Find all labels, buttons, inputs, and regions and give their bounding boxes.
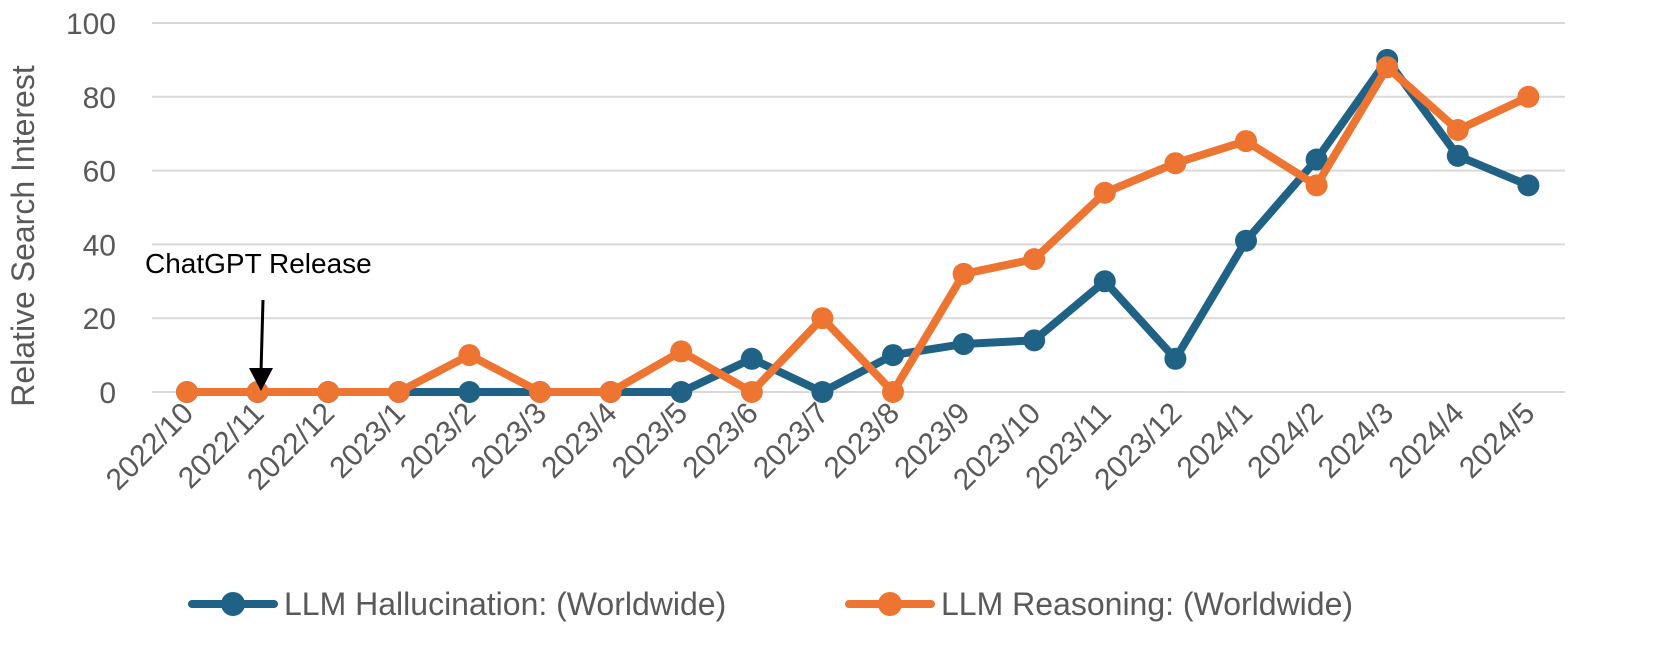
y-tick-label: 20: [83, 303, 116, 336]
data-point: [1446, 119, 1469, 142]
data-point: [599, 381, 622, 403]
y-tick-label: 40: [83, 229, 116, 262]
x-tick-label: 2023/1: [324, 397, 412, 485]
data-point: [1164, 347, 1187, 370]
data-point: [1517, 85, 1540, 108]
data-point: [458, 381, 481, 403]
y-tick-label: 100: [66, 8, 116, 41]
x-tick-label: 2023/5: [606, 397, 694, 485]
data-point: [1235, 229, 1257, 252]
legend-swatch-marker: [878, 592, 902, 616]
data-point: [670, 340, 693, 363]
x-tick-label: 2024/5: [1453, 397, 1541, 485]
data-point: [882, 381, 904, 403]
x-tick-label: 2023/7: [747, 397, 835, 485]
data-point: [1305, 174, 1328, 197]
y-tick-label: 0: [99, 377, 116, 410]
data-point: [317, 381, 340, 403]
data-point: [952, 333, 975, 356]
series-llm-reasoning: [176, 56, 1540, 403]
data-point: [740, 381, 763, 403]
annotation: ChatGPT Release: [145, 248, 372, 391]
data-point: [1023, 248, 1046, 271]
data-point: [670, 381, 693, 403]
data-point: [1093, 181, 1116, 204]
series-line: [183, 55, 1533, 396]
legend: LLM Hallucination: (Worldwide) LLM Reason…: [188, 586, 1353, 622]
data-point: [1093, 270, 1116, 293]
data-point: [1164, 152, 1187, 175]
series-layer: [176, 48, 1540, 403]
legend-item: LLM Hallucination: (Worldwide): [188, 586, 726, 622]
legend-label: LLM Hallucination: (Worldwide): [284, 586, 726, 622]
data-point: [1517, 174, 1540, 197]
data-point: [882, 344, 904, 367]
data-point: [1376, 56, 1399, 79]
series-line: [183, 63, 1533, 396]
legend-swatch-marker: [221, 592, 245, 616]
x-tick-label: 2023/2: [394, 397, 482, 485]
annotation-arrow-shaft: [259, 299, 265, 373]
data-point: [1305, 148, 1328, 171]
data-point: [176, 381, 198, 403]
y-axis-title: Relative Search Interest: [5, 65, 41, 407]
x-tick-label: 2023/3: [465, 397, 553, 485]
data-point: [740, 347, 763, 370]
x-tick-label: 2024/2: [1241, 397, 1329, 485]
data-point: [1023, 329, 1046, 352]
data-point: [458, 344, 481, 367]
y-tick-label: 80: [83, 82, 116, 115]
x-tick-label: 2024/4: [1383, 397, 1471, 485]
data-point: [529, 381, 551, 403]
legend-label: LLM Reasoning: (Worldwide): [941, 586, 1353, 622]
gridlines: [152, 22, 1565, 393]
data-point: [811, 307, 834, 330]
y-axis-ticks: 0 20 40 60 80 100: [66, 8, 116, 410]
x-tick-label: 2023/8: [818, 397, 906, 485]
chatgpt-release-label: ChatGPT Release: [145, 248, 372, 279]
x-axis-ticks: 2022/102022/112022/122023/12023/22023/32…: [100, 397, 1541, 497]
data-point: [811, 381, 834, 403]
y-tick-label: 60: [83, 156, 116, 189]
data-point: [1446, 144, 1469, 167]
data-point: [1235, 130, 1257, 153]
x-tick-label: 2023/4: [535, 397, 623, 485]
annotation-arrow-head: [249, 368, 273, 391]
legend-item: LLM Reasoning: (Worldwide): [845, 586, 1353, 622]
x-tick-label: 2023/6: [677, 397, 765, 485]
data-point: [952, 262, 975, 285]
x-tick-label: 2024/3: [1312, 397, 1400, 485]
data-point: [387, 381, 410, 403]
x-tick-label: 2024/1: [1171, 397, 1259, 485]
